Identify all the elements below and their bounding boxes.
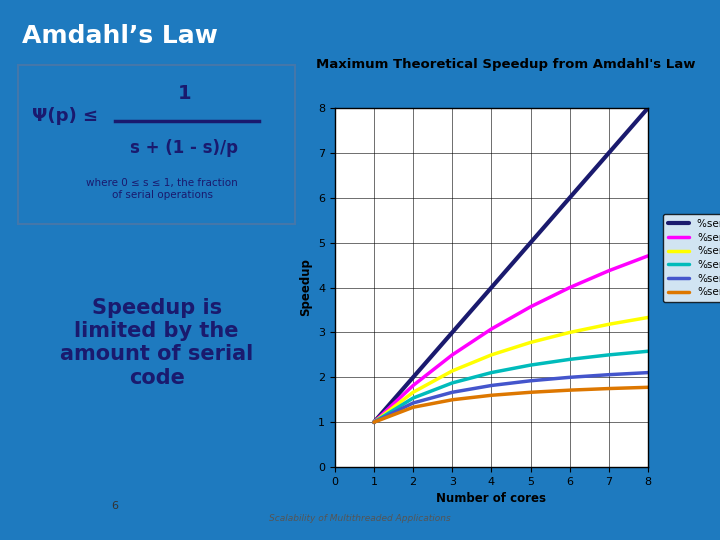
Text: 1: 1 bbox=[178, 84, 191, 103]
%serial=50 bbox=[448, 396, 456, 403]
%serial=  0 bbox=[644, 105, 652, 111]
Text: Speedup is
limited by the
amount of serial
code: Speedup is limited by the amount of seri… bbox=[60, 298, 253, 388]
%serial=20 bbox=[644, 314, 652, 321]
%serial=10 bbox=[605, 267, 613, 274]
%serial=10 bbox=[565, 284, 574, 291]
%serial=40 bbox=[565, 374, 574, 381]
Text: Scalability of Multithreaded Applications: Scalability of Multithreaded Application… bbox=[269, 514, 451, 523]
%serial=20 bbox=[487, 352, 495, 358]
%serial=50 bbox=[565, 387, 574, 393]
%serial=40 bbox=[605, 372, 613, 378]
%serial=20 bbox=[565, 329, 574, 336]
%serial=40 bbox=[526, 377, 535, 384]
%serial=50 bbox=[605, 386, 613, 392]
%serial=50 bbox=[526, 389, 535, 395]
%serial=50 bbox=[409, 404, 418, 410]
%serial=20 bbox=[409, 389, 418, 395]
Line: %serial=  0: %serial= 0 bbox=[374, 108, 648, 422]
%serial=20 bbox=[448, 368, 456, 374]
X-axis label: Number of cores: Number of cores bbox=[436, 492, 546, 505]
Y-axis label: Speedup: Speedup bbox=[300, 259, 312, 316]
%serial=50 bbox=[644, 384, 652, 390]
%serial=30 bbox=[409, 395, 418, 401]
%serial=20 bbox=[605, 321, 613, 328]
%serial=30 bbox=[487, 369, 495, 376]
Text: Amdahl’s Law: Amdahl’s Law bbox=[22, 24, 217, 48]
%serial=  0 bbox=[605, 150, 613, 156]
%serial=10 bbox=[487, 326, 495, 332]
Text: Ψ(p) ≤: Ψ(p) ≤ bbox=[32, 107, 98, 125]
%serial=40 bbox=[644, 369, 652, 376]
%serial=10 bbox=[526, 303, 535, 310]
%serial=40 bbox=[448, 389, 456, 395]
%serial=30 bbox=[644, 348, 652, 354]
%serial=  0 bbox=[487, 284, 495, 291]
%serial=30 bbox=[526, 362, 535, 368]
Text: s + (1 - s)/p: s + (1 - s)/p bbox=[130, 139, 238, 157]
%serial=40 bbox=[369, 419, 378, 426]
%serial=30 bbox=[565, 356, 574, 363]
Line: %serial=40: %serial=40 bbox=[374, 373, 648, 422]
%serial=30 bbox=[605, 352, 613, 358]
%serial=10 bbox=[448, 352, 456, 358]
Text: 6: 6 bbox=[112, 501, 119, 511]
%serial=10 bbox=[644, 253, 652, 259]
Text: Maximum Theoretical Speedup from Amdahl's Law: Maximum Theoretical Speedup from Amdahl'… bbox=[316, 58, 696, 71]
%serial=20 bbox=[369, 419, 378, 426]
%serial=  0 bbox=[369, 419, 378, 426]
%serial=  0 bbox=[448, 329, 456, 336]
Line: %serial=50: %serial=50 bbox=[374, 387, 648, 422]
%serial=10 bbox=[409, 382, 418, 389]
%serial=20 bbox=[526, 339, 535, 346]
%serial=30 bbox=[369, 419, 378, 426]
Line: %serial=20: %serial=20 bbox=[374, 318, 648, 422]
%serial=40 bbox=[409, 400, 418, 406]
Line: %serial=30: %serial=30 bbox=[374, 351, 648, 422]
%serial=  0 bbox=[409, 374, 418, 381]
Legend: %serial=  0, %serial=10, %serial=20, %serial=30, %serial=40, %serial=50: %serial= 0, %serial=10, %serial=20, %ser… bbox=[662, 214, 720, 302]
%serial=10 bbox=[369, 419, 378, 426]
%serial=50 bbox=[487, 392, 495, 399]
Line: %serial=10: %serial=10 bbox=[374, 256, 648, 422]
%serial=  0 bbox=[565, 194, 574, 201]
%serial=  0 bbox=[526, 239, 535, 246]
%serial=40 bbox=[487, 382, 495, 389]
Text: where 0 ≤ s ≤ 1, the fraction
of serial operations: where 0 ≤ s ≤ 1, the fraction of serial … bbox=[86, 178, 238, 200]
%serial=50 bbox=[369, 419, 378, 426]
%serial=30 bbox=[448, 380, 456, 386]
